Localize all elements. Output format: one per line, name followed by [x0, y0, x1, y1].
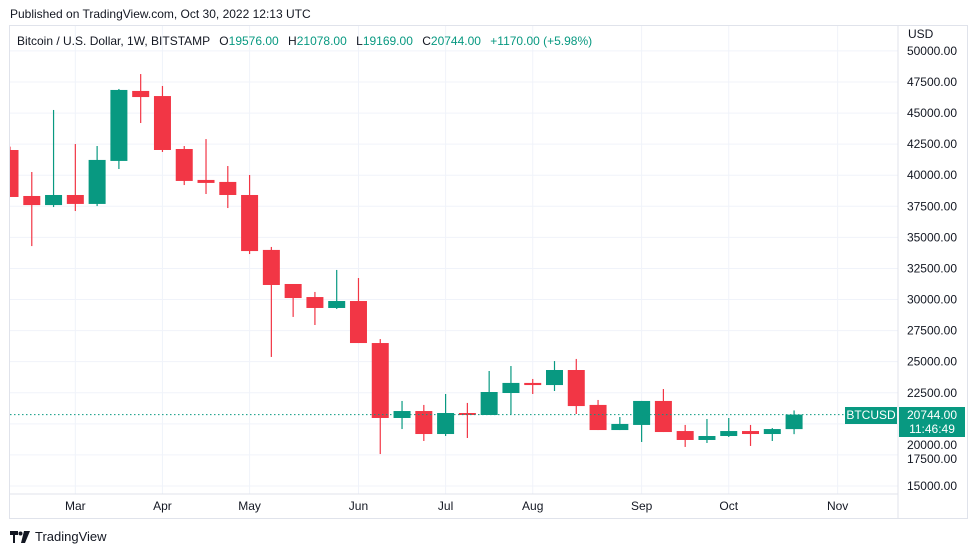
chart-legend: Bitcoin / U.S. Dollar, 1W, BITSTAMP O195… — [17, 34, 592, 48]
candlestick-chart[interactable]: 50000.00 47500.00 45000.00 42500.00 40000.00… — [9, 25, 969, 519]
candle-body[interactable] — [589, 404, 607, 431]
chart-frame — [9, 25, 968, 519]
published-caption: Published on TradingView.com, Oct 30, 20… — [10, 7, 311, 21]
candle-body[interactable] — [262, 249, 280, 285]
candle-body[interactable] — [785, 414, 803, 430]
y-tick-label: 40000.00 — [907, 168, 957, 182]
candle-body[interactable] — [132, 90, 150, 98]
candle-body[interactable] — [284, 283, 302, 299]
candle-body[interactable] — [458, 413, 476, 416]
candle-body[interactable] — [763, 429, 781, 435]
candle-body[interactable] — [306, 297, 324, 308]
candle-body[interactable] — [45, 194, 63, 206]
candle-body[interactable] — [611, 423, 629, 431]
candle-body[interactable] — [742, 431, 760, 435]
x-tick-label: Nov — [827, 499, 848, 513]
symbol-title: Bitcoin / U.S. Dollar, 1W, BITSTAMP — [17, 34, 210, 48]
close-value: 20744.00 — [430, 34, 481, 48]
candle-body[interactable] — [349, 301, 367, 344]
candle-body[interactable] — [546, 370, 563, 386]
candle-body[interactable] — [437, 413, 455, 435]
x-tick-label: Oct — [719, 499, 738, 513]
candle-body[interactable] — [480, 392, 498, 416]
y-tick-label: 27500.00 — [907, 324, 957, 338]
change-value: +1170.00 (+5.98%) — [490, 34, 593, 48]
candle-body[interactable] — [88, 159, 106, 204]
open-value: 19576.00 — [228, 34, 279, 48]
candle-body[interactable] — [23, 195, 41, 206]
candle-body[interactable] — [524, 382, 542, 386]
candle-body[interactable] — [415, 411, 433, 435]
x-tick-label: Mar — [65, 499, 86, 513]
candle-body[interactable] — [153, 96, 171, 150]
high-label: H — [288, 34, 297, 48]
candle-body[interactable] — [175, 148, 193, 181]
y-tick-label: 22500.00 — [907, 386, 957, 400]
y-tick-label: 42500.00 — [907, 137, 957, 151]
low-value: 19169.00 — [362, 34, 413, 48]
candle-body[interactable] — [698, 436, 716, 440]
currency-label[interactable]: USD — [908, 27, 934, 41]
low-label: L — [356, 34, 363, 48]
x-tick-label: Apr — [153, 499, 172, 513]
candle-body[interactable] — [219, 181, 237, 195]
y-tick-label: 15000.00 — [907, 479, 957, 493]
y-tick-label: 25000.00 — [907, 355, 957, 369]
candle-body[interactable] — [633, 400, 651, 425]
candle-body[interactable] — [502, 382, 520, 394]
candles — [9, 74, 803, 455]
candle-body[interactable] — [720, 431, 738, 437]
x-tick-label: Jul — [438, 499, 453, 513]
candle-body[interactable] — [328, 301, 346, 308]
last-price-tag: 20744.00 11:46:49 — [899, 407, 965, 437]
tradingview-logo[interactable]: TradingView — [10, 529, 107, 544]
x-tick-label: Jun — [349, 499, 368, 513]
candle-body[interactable] — [676, 431, 694, 440]
last-price: 20744.00 — [906, 408, 958, 422]
y-tick-label: 50000.00 — [907, 44, 957, 58]
candle-body[interactable] — [9, 149, 19, 197]
y-tick-label: 45000.00 — [907, 106, 957, 120]
tradingview-logo-icon — [10, 530, 30, 543]
x-tick-label: Aug — [522, 499, 543, 513]
candle-body[interactable] — [654, 400, 672, 433]
x-tick-label: May — [238, 499, 261, 513]
candle-body[interactable] — [197, 179, 215, 183]
candle-body[interactable] — [567, 370, 585, 407]
y-tick-label: 37500.00 — [907, 199, 957, 213]
x-tick-label: Sep — [631, 499, 653, 513]
candle-body[interactable] — [241, 194, 259, 252]
y-tick-label: 30000.00 — [907, 293, 957, 307]
candle-body[interactable] — [371, 343, 389, 418]
candle-body[interactable] — [110, 89, 128, 161]
high-value: 21078.00 — [296, 34, 347, 48]
open-label: O — [219, 34, 229, 48]
y-tick-label: 47500.00 — [907, 75, 957, 89]
y-tick-label: 20000.00 — [907, 438, 957, 452]
y-tick-label: 32500.00 — [907, 261, 957, 275]
bar-countdown: 11:46:49 — [909, 422, 955, 436]
y-tick-label: 17500.00 — [907, 452, 957, 466]
symbol-price-tag: BTCUSD — [845, 407, 897, 424]
logo-text: TradingView — [35, 529, 107, 544]
close-label: C — [422, 34, 431, 48]
y-tick-label: 35000.00 — [907, 230, 957, 244]
candle-body[interactable] — [66, 194, 84, 204]
